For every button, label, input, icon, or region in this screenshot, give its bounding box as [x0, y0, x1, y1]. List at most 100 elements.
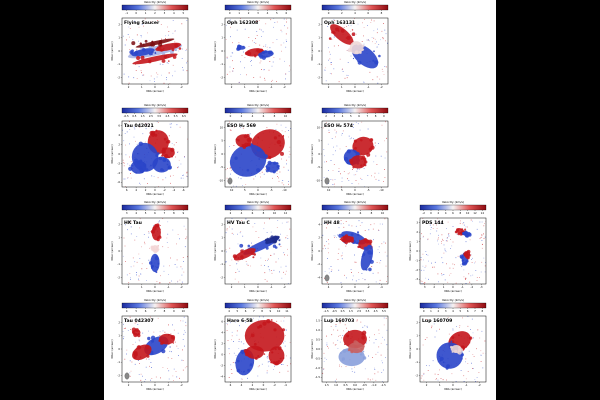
noise-pixel: [325, 122, 327, 123]
colorbar-tick-label: 4: [349, 211, 351, 215]
noise-pixel: [140, 36, 142, 38]
noise-pixel: [284, 60, 285, 62]
noise-pixel: [226, 57, 228, 59]
noise-pixel: [375, 155, 377, 157]
noise-pixel: [471, 262, 473, 263]
noise-pixel: [372, 79, 374, 81]
noise-pixel: [231, 218, 233, 219]
noise-pixel: [379, 223, 381, 225]
noise-pixel: [229, 265, 231, 266]
emission-clump: [452, 337, 454, 339]
colorbar-tick-label: 3: [334, 114, 336, 118]
emission-clump: [264, 50, 268, 54]
noise-pixel: [169, 282, 171, 284]
y-tick-label: -3: [415, 277, 418, 281]
noise-pixel: [169, 123, 171, 125]
emission-clump: [240, 349, 245, 354]
emission-clump: [151, 265, 154, 268]
noise-pixel: [436, 230, 438, 232]
noise-pixel: [328, 59, 329, 61]
noise-pixel: [285, 78, 286, 80]
noise-pixel: [238, 341, 240, 342]
y-tick-label: 0.5: [316, 337, 320, 341]
noise-pixel: [333, 68, 335, 70]
y-tick-label: -1: [220, 262, 223, 266]
noise-pixel: [323, 149, 325, 150]
noise-pixel: [338, 168, 340, 169]
noise-pixel: [186, 20, 188, 21]
colorbar-label: Velocity (km/s): [344, 103, 366, 107]
noise-pixel: [420, 280, 422, 282]
emission-clump: [245, 250, 248, 252]
x-tick-label: 1: [141, 383, 143, 387]
noise-pixel: [457, 255, 459, 257]
noise-pixel: [348, 25, 349, 26]
y-tick-label: -2: [415, 268, 418, 272]
noise-pixel: [140, 273, 142, 275]
colorbar-tick-label: 1: [238, 11, 240, 15]
emission-lobe: [268, 346, 285, 365]
noise-pixel: [142, 332, 144, 334]
x-axis-label: δRA (arcsec): [249, 192, 267, 196]
noise-pixel: [128, 82, 130, 84]
colorbar-tick-label: 9: [383, 114, 385, 118]
noise-pixel: [133, 77, 135, 79]
noise-pixel: [336, 378, 337, 380]
noise-pixel: [183, 261, 184, 262]
emission-clump: [282, 357, 285, 359]
colorbar-tick-label: 2.5: [149, 114, 153, 118]
noise-pixel: [459, 222, 461, 224]
noise-pixel: [229, 129, 231, 131]
emission-clump: [360, 353, 363, 356]
emission-clump: [232, 254, 237, 259]
noise-pixel: [283, 18, 285, 20]
noise-pixel: [383, 181, 384, 182]
noise-pixel: [167, 233, 169, 235]
noise-pixel: [363, 168, 365, 169]
noise-pixel: [176, 124, 178, 126]
emission-clump: [459, 254, 464, 259]
noise-pixel: [452, 328, 454, 330]
noise-pixel: [372, 228, 374, 230]
noise-pixel: [477, 329, 479, 331]
noise-pixel: [371, 37, 373, 38]
noise-pixel: [329, 58, 331, 60]
noise-pixel: [278, 258, 279, 260]
noise-pixel: [448, 235, 450, 237]
noise-pixel: [286, 41, 287, 42]
noise-pixel: [374, 334, 375, 336]
noise-pixel: [163, 270, 165, 272]
noise-pixel: [162, 218, 164, 219]
emission-clump: [145, 54, 148, 57]
noise-pixel: [446, 228, 447, 229]
noise-pixel: [341, 134, 343, 136]
noise-pixel: [336, 237, 337, 238]
noise-pixel: [325, 80, 327, 82]
noise-pixel: [236, 330, 238, 332]
emission-clump: [172, 55, 177, 59]
noise-pixel: [252, 226, 254, 228]
colorbar-tick-label: 8: [381, 11, 383, 15]
noise-pixel: [225, 39, 227, 40]
noise-pixel: [171, 280, 172, 282]
emission-clump: [361, 44, 365, 48]
noise-pixel: [136, 261, 138, 263]
noise-pixel: [170, 175, 171, 177]
noise-pixel: [479, 238, 481, 239]
noise-pixel: [282, 364, 284, 365]
noise-pixel: [176, 345, 178, 347]
noise-pixel: [260, 257, 262, 259]
emission-clump: [155, 129, 158, 132]
noise-pixel: [149, 365, 150, 367]
beam-ellipse: [324, 177, 330, 185]
noise-pixel: [345, 146, 347, 147]
noise-pixel: [337, 253, 339, 254]
noise-pixel: [286, 235, 288, 237]
y-tick-label: -6: [117, 180, 120, 184]
noise-pixel: [256, 31, 258, 32]
noise-pixel: [185, 321, 187, 323]
y-tick-label: -2: [220, 75, 223, 79]
colorbar-tick-label: 5: [460, 309, 462, 313]
noise-pixel: [382, 223, 383, 225]
noise-pixel: [426, 365, 427, 366]
